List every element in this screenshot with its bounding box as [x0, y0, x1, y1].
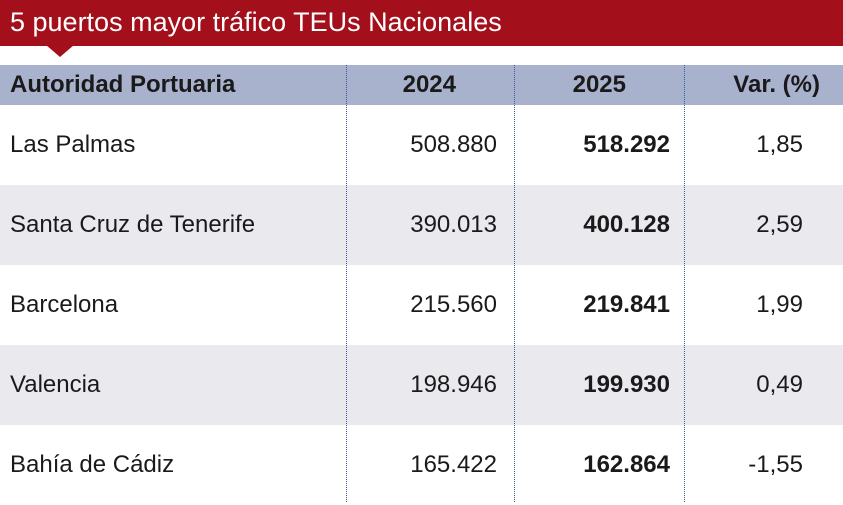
port-name: Barcelona [10, 291, 119, 318]
table-row: Bahía de Cádiz 165.422 162.864 -1,55 [0, 425, 843, 505]
header-row: Autoridad Portuaria 2024 2025 Var. (%) [0, 65, 843, 105]
port-name: Santa Cruz de Tenerife [10, 211, 256, 238]
table: Autoridad Portuaria 2024 2025 Var. (%) Las P… [0, 65, 843, 505]
table-cell: 1,85 [756, 131, 803, 158]
table-row: Barcelona 215.560 219.841 1,99 [0, 265, 843, 345]
column-header: 2025 [572, 71, 626, 98]
table-cell: 400.128 [583, 211, 670, 238]
column-divider [684, 65, 685, 502]
table-cell: 219.841 [583, 291, 670, 318]
table-cell: 518.292 [583, 131, 670, 158]
table-cell: 508.880 [410, 131, 497, 158]
table-row: Valencia 198.946 199.930 0,49 [0, 345, 843, 425]
table-cell: 198.946 [410, 371, 497, 398]
table-row: Santa Cruz de Tenerife 390.013 400.128 2,59 [0, 185, 843, 265]
port-name: Bahía de Cádiz [10, 451, 175, 478]
title-bar [0, 0, 843, 46]
table-cell: 162.864 [583, 451, 670, 478]
table-cell: 1,99 [756, 291, 803, 318]
port-name: Valencia [10, 371, 101, 398]
table-cell: 390.013 [410, 211, 497, 238]
title: 5 puertos mayor tráfico TEUs Nacionales [10, 7, 502, 37]
column-divider [346, 65, 347, 502]
column-header: Var. (%) [733, 71, 820, 98]
port-name: Las Palmas [10, 131, 136, 158]
table-cell: -1,55 [748, 451, 803, 478]
column-divider [514, 65, 515, 502]
table-cell: 165.422 [410, 451, 497, 478]
table-cell: 0,49 [756, 371, 803, 398]
table-row: Las Palmas 508.880 518.292 1,85 [0, 105, 843, 185]
column-header: Autoridad Portuaria [10, 71, 236, 98]
column-header: 2024 [402, 71, 456, 98]
table-cell: 2,59 [756, 211, 803, 238]
table-cell: 215.560 [410, 291, 497, 318]
title-notch [46, 45, 74, 57]
table-cell: 199.930 [583, 371, 670, 398]
